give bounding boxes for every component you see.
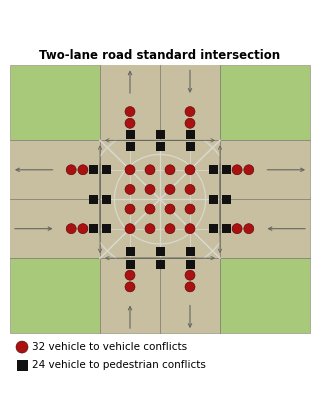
Circle shape [125,184,135,194]
Bar [125,142,134,151]
Circle shape [16,341,28,353]
Bar [156,130,164,139]
Bar [209,224,218,233]
Circle shape [125,204,135,214]
Circle shape [145,165,155,175]
Bar [10,140,310,258]
Bar [156,142,164,151]
Text: Two-lane road standard intersection: Two-lane road standard intersection [39,49,281,62]
Bar [222,195,231,204]
Bar [209,195,218,204]
Bar [186,260,195,269]
Circle shape [66,224,76,234]
Circle shape [125,165,135,175]
Circle shape [78,224,88,234]
Bar [156,260,164,269]
Circle shape [125,282,135,292]
Circle shape [66,165,76,175]
Circle shape [145,184,155,194]
Circle shape [232,165,242,175]
Circle shape [244,165,254,175]
Bar [125,247,134,256]
Circle shape [145,204,155,214]
Bar [222,224,231,233]
Circle shape [185,270,195,280]
Bar [125,130,134,139]
Circle shape [185,224,195,234]
Bar [17,360,28,370]
Circle shape [145,224,155,234]
Circle shape [185,204,195,214]
Text: 24 vehicle to pedestrian conflicts: 24 vehicle to pedestrian conflicts [32,360,206,370]
Bar [209,165,218,174]
Bar [89,195,98,204]
Bar [102,224,111,233]
Bar [10,65,310,333]
Circle shape [185,184,195,194]
Circle shape [165,204,175,214]
Circle shape [232,224,242,234]
Circle shape [125,270,135,280]
Bar [102,195,111,204]
Circle shape [125,107,135,117]
Text: Conflicts: Conflicts [116,10,204,28]
Bar [186,130,195,139]
Circle shape [244,224,254,234]
Bar [186,142,195,151]
Bar [89,224,98,233]
Circle shape [185,282,195,292]
Circle shape [78,165,88,175]
Bar [156,247,164,256]
Circle shape [165,165,175,175]
Circle shape [125,224,135,234]
Circle shape [185,118,195,128]
Circle shape [125,118,135,128]
Bar [100,65,220,333]
Circle shape [165,224,175,234]
Circle shape [185,107,195,117]
Bar [222,165,231,174]
Bar [89,165,98,174]
Text: 32 vehicle to vehicle conflicts: 32 vehicle to vehicle conflicts [32,342,187,352]
Bar [125,260,134,269]
Circle shape [165,184,175,194]
Bar [186,247,195,256]
Bar [102,165,111,174]
Circle shape [185,165,195,175]
